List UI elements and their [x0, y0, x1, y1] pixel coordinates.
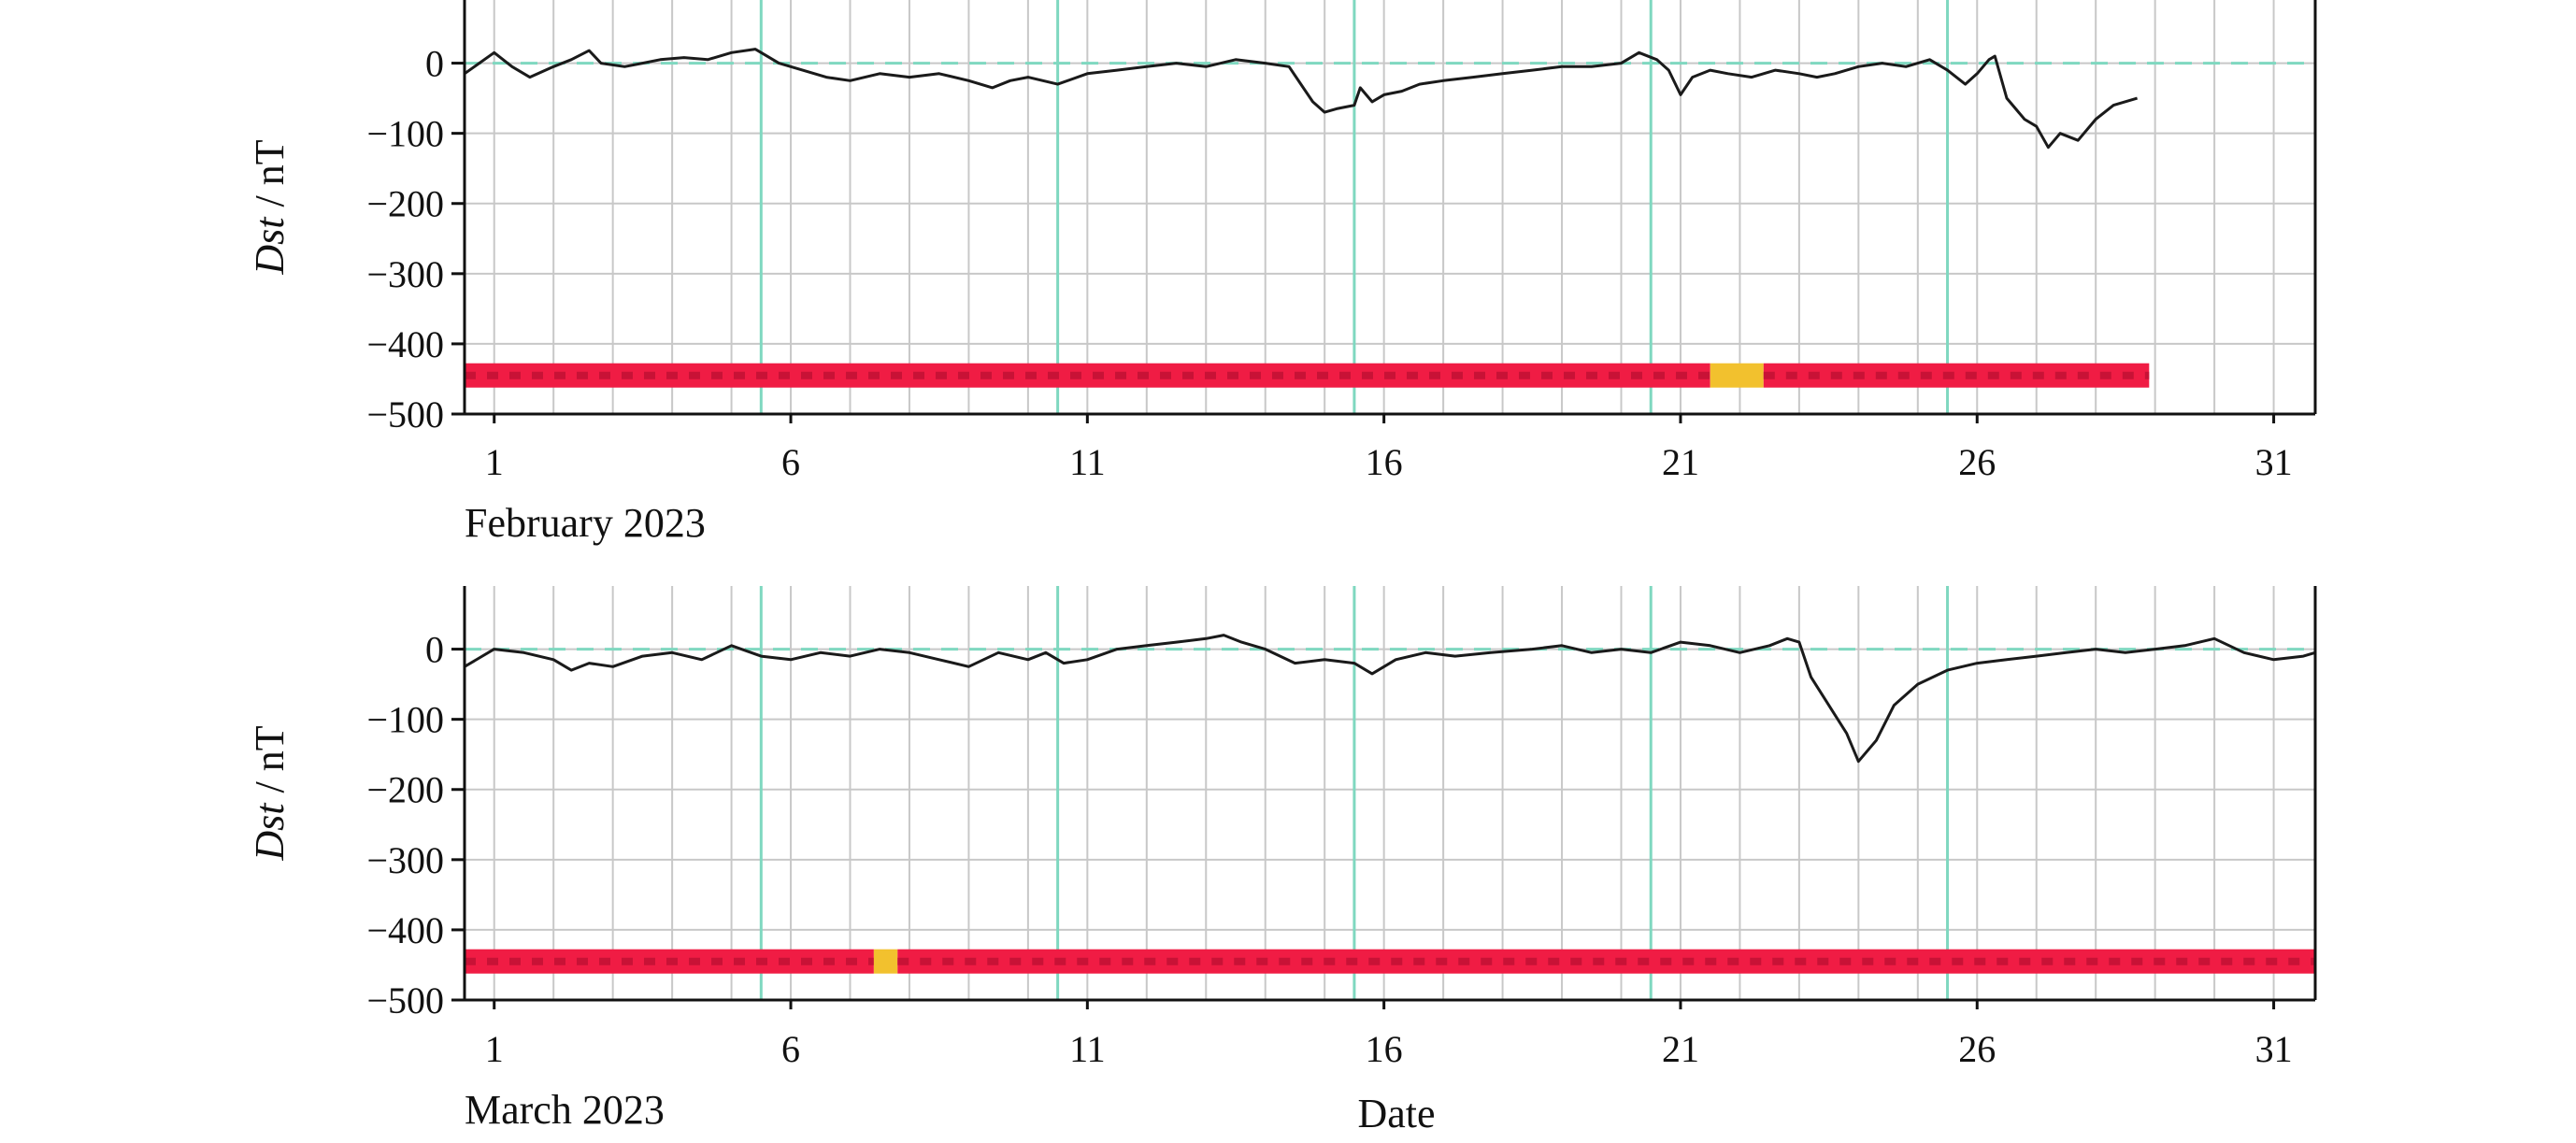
y-tick-label: 0: [425, 629, 444, 671]
status-segment-red: [897, 949, 2315, 974]
y-axis-title: Dst / nT: [247, 725, 293, 861]
x-tick-label: 1: [485, 1028, 504, 1070]
y-tick-label: −300: [366, 839, 444, 881]
y-axis-title-unit: / nT: [247, 725, 293, 803]
dst-series-line: [464, 48, 2139, 150]
y-tick-label: −200: [366, 769, 444, 811]
x-tick-label: 21: [1662, 441, 1699, 483]
y-tick-label: −100: [366, 699, 444, 741]
y-axis-title-variable: Dst: [247, 802, 293, 862]
y-tick-label: 0: [425, 43, 444, 85]
dst-series-line: [464, 634, 2316, 764]
x-axis-title: Date: [1357, 1091, 1435, 1136]
y-tick-label: −500: [366, 979, 444, 1022]
x-tick-label: 31: [2255, 441, 2293, 483]
x-tick-label: 31: [2255, 1028, 2293, 1070]
x-tick-label: 1: [485, 441, 504, 483]
y-axis-title: Dst / nT: [247, 139, 293, 275]
y-axis-title-variable: Dst: [247, 216, 293, 276]
status-segment-yellow: [873, 949, 898, 974]
y-tick-label: −300: [366, 253, 444, 295]
y-tick-label: −500: [366, 393, 444, 436]
x-tick-label: 26: [1958, 1028, 1996, 1070]
x-tick-label: 11: [1069, 1028, 1106, 1070]
x-tick-label: 6: [781, 441, 800, 483]
x-tick-label: 21: [1662, 1028, 1699, 1070]
x-tick-label: 16: [1366, 441, 1403, 483]
y-tick-label: −400: [366, 909, 444, 951]
month-label: March 2023: [465, 1087, 665, 1133]
x-tick-label: 11: [1069, 441, 1106, 483]
x-tick-label: 16: [1366, 1028, 1403, 1070]
y-axis-title-unit: / nT: [247, 139, 293, 217]
y-tick-label: −400: [366, 323, 444, 365]
month-label: February 2023: [465, 500, 706, 546]
status-segment-red: [1763, 363, 2150, 388]
x-tick-label: 6: [781, 1028, 800, 1070]
y-tick-label: −200: [366, 183, 444, 225]
x-tick-label: 26: [1958, 441, 1996, 483]
status-segment-yellow: [1710, 363, 1764, 388]
y-tick-label: −100: [366, 113, 444, 155]
